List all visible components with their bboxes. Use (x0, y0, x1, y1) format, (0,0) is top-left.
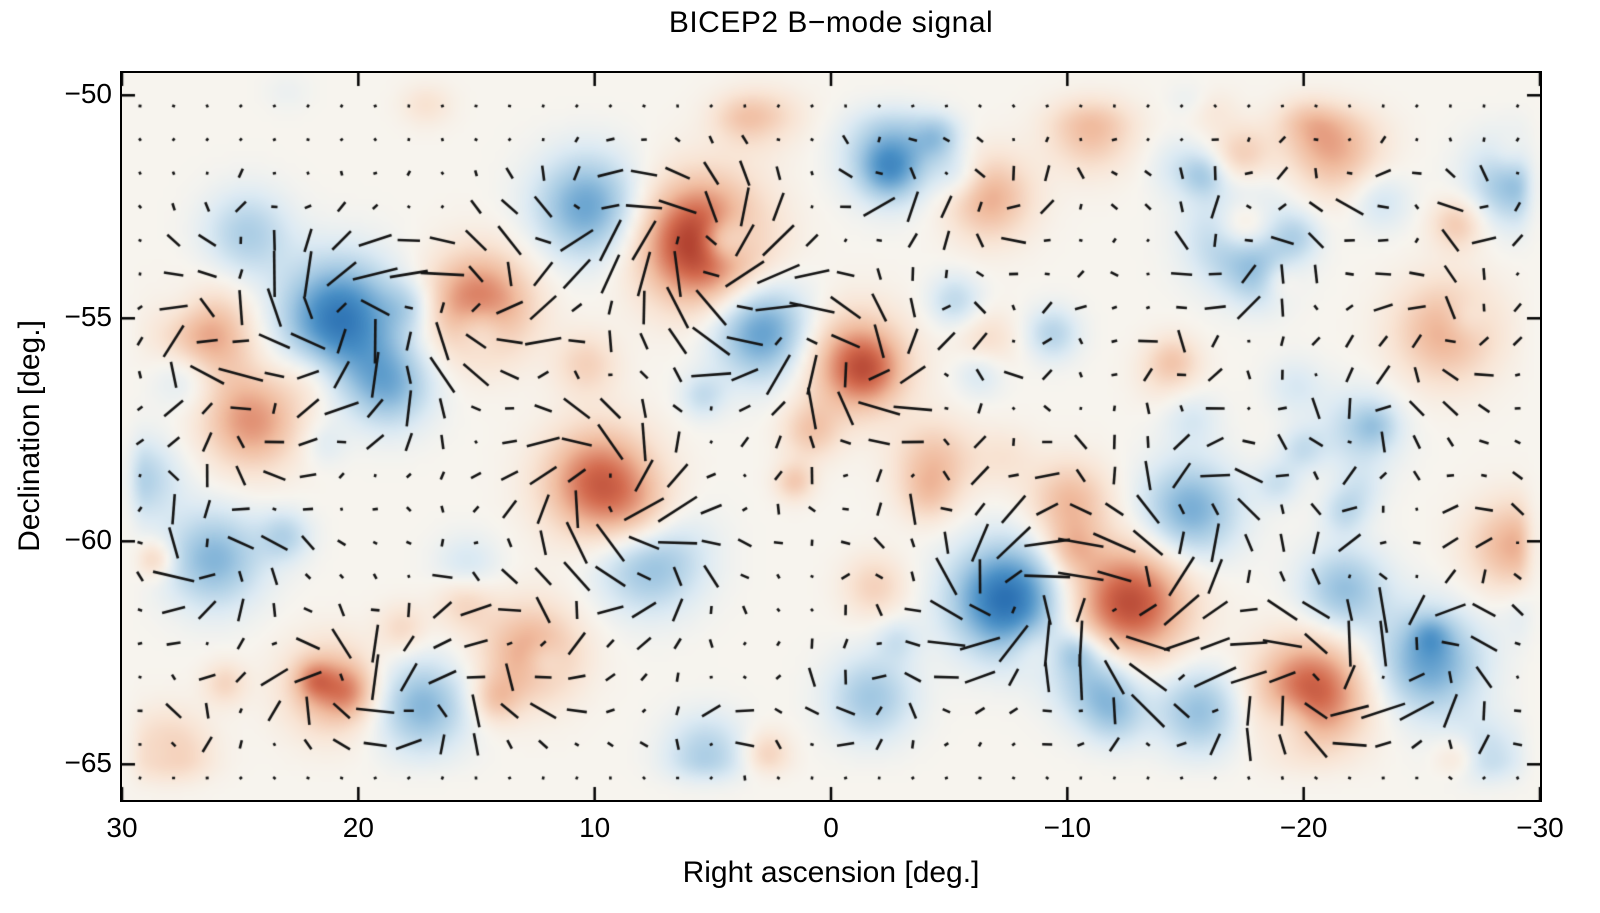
x-tick-label: −10 (1043, 812, 1092, 843)
x-axis-label: Right ascension [deg.] (682, 856, 980, 889)
bmode-field-canvas (121, 72, 1540, 800)
y-tick-label: −50 (64, 78, 113, 110)
y-tick-label: −55 (64, 301, 113, 333)
y-tick-label: −60 (64, 524, 113, 556)
x-tick-label: 30 (106, 812, 138, 843)
x-tick-label: 10 (579, 812, 611, 843)
x-tick-label: 0 (823, 812, 839, 843)
x-tick-label: −20 (1279, 812, 1328, 843)
plot-area (119, 70, 1542, 802)
y-tick-label: −65 (64, 747, 113, 779)
y-axis-label: Declination [deg.] (13, 320, 46, 552)
plot-title: BICEP2 B−mode signal (668, 6, 994, 39)
x-tick-label: 20 (342, 812, 374, 843)
x-tick-label: −30 (1516, 812, 1564, 843)
